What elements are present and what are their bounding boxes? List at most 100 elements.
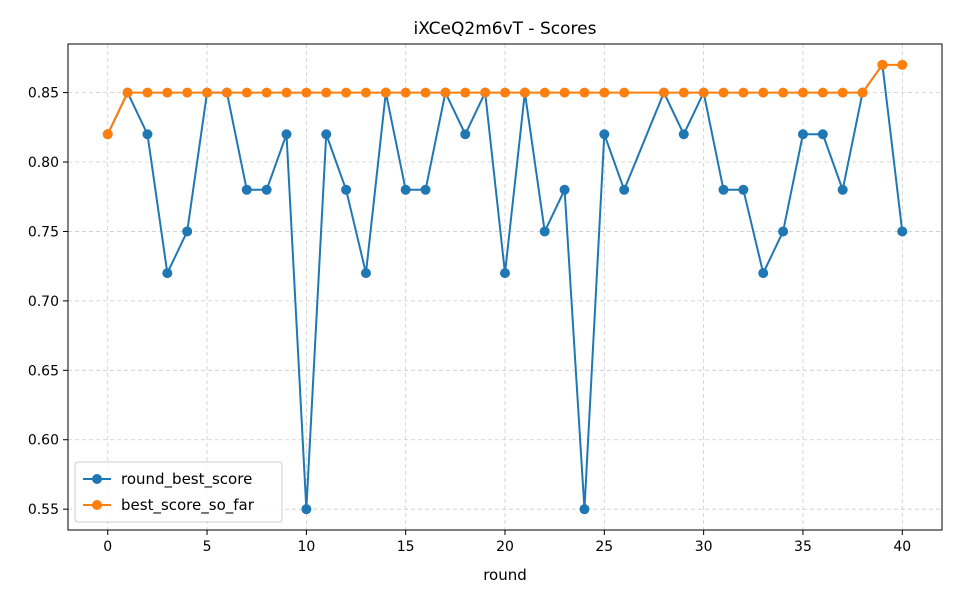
data-point (321, 129, 332, 140)
data-point (579, 87, 590, 98)
series-best_score_so_far (102, 59, 908, 140)
y-tick-label: 0.60 (28, 433, 59, 449)
data-point (817, 87, 828, 98)
y-tick-label: 0.80 (28, 155, 59, 171)
data-point (718, 184, 729, 195)
data-point (539, 226, 550, 237)
data-point (480, 87, 491, 98)
data-point (857, 87, 868, 98)
data-point (261, 184, 272, 195)
chart-title: iXCeQ2m6vT - Scores (414, 19, 597, 39)
data-point (837, 87, 848, 98)
data-point (202, 87, 213, 98)
plot-series (102, 59, 908, 515)
data-point (122, 87, 133, 98)
data-point (897, 226, 908, 237)
data-point (817, 129, 828, 140)
data-point (897, 59, 908, 70)
data-point (162, 268, 173, 279)
data-point (599, 129, 610, 140)
data-point (738, 184, 749, 195)
data-point (182, 87, 193, 98)
data-point (500, 87, 510, 98)
series-line (106, 63, 904, 511)
legend: round_best_score best_score_so_far (74, 461, 283, 523)
data-point (281, 129, 292, 140)
data-point (420, 87, 431, 98)
data-point (241, 87, 252, 98)
legend-label: best_score_so_far (121, 496, 255, 515)
data-point (221, 87, 232, 98)
legend-label: round_best_score (121, 470, 252, 489)
x-tick-label: 35 (794, 539, 812, 555)
series-line (106, 63, 903, 135)
data-point (241, 184, 252, 195)
data-point (162, 87, 173, 98)
data-point (102, 129, 113, 140)
data-point (341, 184, 352, 195)
data-point (559, 184, 570, 195)
y-tick-label: 0.85 (28, 86, 59, 102)
data-point (678, 129, 689, 140)
grid-lines (68, 44, 942, 530)
data-point (559, 87, 570, 98)
data-point (718, 87, 729, 98)
data-point (519, 87, 530, 98)
data-point (261, 87, 272, 98)
data-point (579, 504, 590, 515)
data-point (440, 87, 451, 98)
x-tick-label: 5 (203, 539, 212, 555)
data-point (400, 184, 411, 195)
data-point (142, 129, 153, 140)
x-tick-label: 40 (893, 539, 911, 555)
data-point (142, 87, 153, 98)
data-point (539, 87, 550, 98)
data-point (678, 87, 689, 98)
x-tick-label: 15 (397, 539, 415, 555)
data-point (460, 129, 471, 140)
legend-box (74, 461, 283, 523)
y-tick-label: 0.70 (28, 294, 59, 310)
y-tick-label: 0.65 (28, 363, 59, 379)
data-point (758, 87, 769, 98)
x-tick-label: 25 (595, 539, 613, 555)
x-tick-label: 10 (297, 539, 315, 555)
data-point (400, 87, 411, 98)
data-point (301, 87, 312, 98)
data-point (360, 268, 371, 279)
data-point (738, 87, 749, 98)
data-point (698, 87, 709, 98)
x-axis-label: round (483, 566, 527, 584)
legend-marker-swatch (92, 474, 102, 484)
data-point (281, 87, 292, 98)
x-tick-label: 0 (103, 539, 112, 555)
data-point (778, 226, 789, 237)
data-point (420, 184, 431, 195)
data-point (380, 87, 391, 98)
data-point (877, 59, 888, 70)
data-point (360, 87, 371, 98)
data-point (182, 226, 193, 237)
y-tick-label: 0.75 (28, 224, 59, 240)
data-point (619, 87, 630, 98)
legend-entry: round_best_score (83, 470, 252, 489)
data-point (500, 268, 510, 279)
legend-entry: best_score_so_far (83, 496, 255, 515)
data-point (797, 87, 808, 98)
y-tick-label: 0.55 (28, 502, 59, 518)
data-point (758, 268, 769, 279)
x-tick-label: 20 (496, 539, 514, 555)
data-point (837, 184, 848, 195)
axis-ticks: 0 5 10 15 20 25 30 35 40 0.55 0.60 0.65 0.70 0.75 0.80… (28, 86, 911, 555)
data-point (619, 184, 630, 195)
x-tick-label: 30 (695, 539, 713, 555)
data-point (658, 87, 669, 98)
data-point (341, 87, 352, 98)
data-point (797, 129, 808, 140)
data-point (301, 504, 312, 515)
data-point (321, 87, 332, 98)
data-point (778, 87, 789, 98)
legend-marker-swatch (92, 500, 102, 510)
